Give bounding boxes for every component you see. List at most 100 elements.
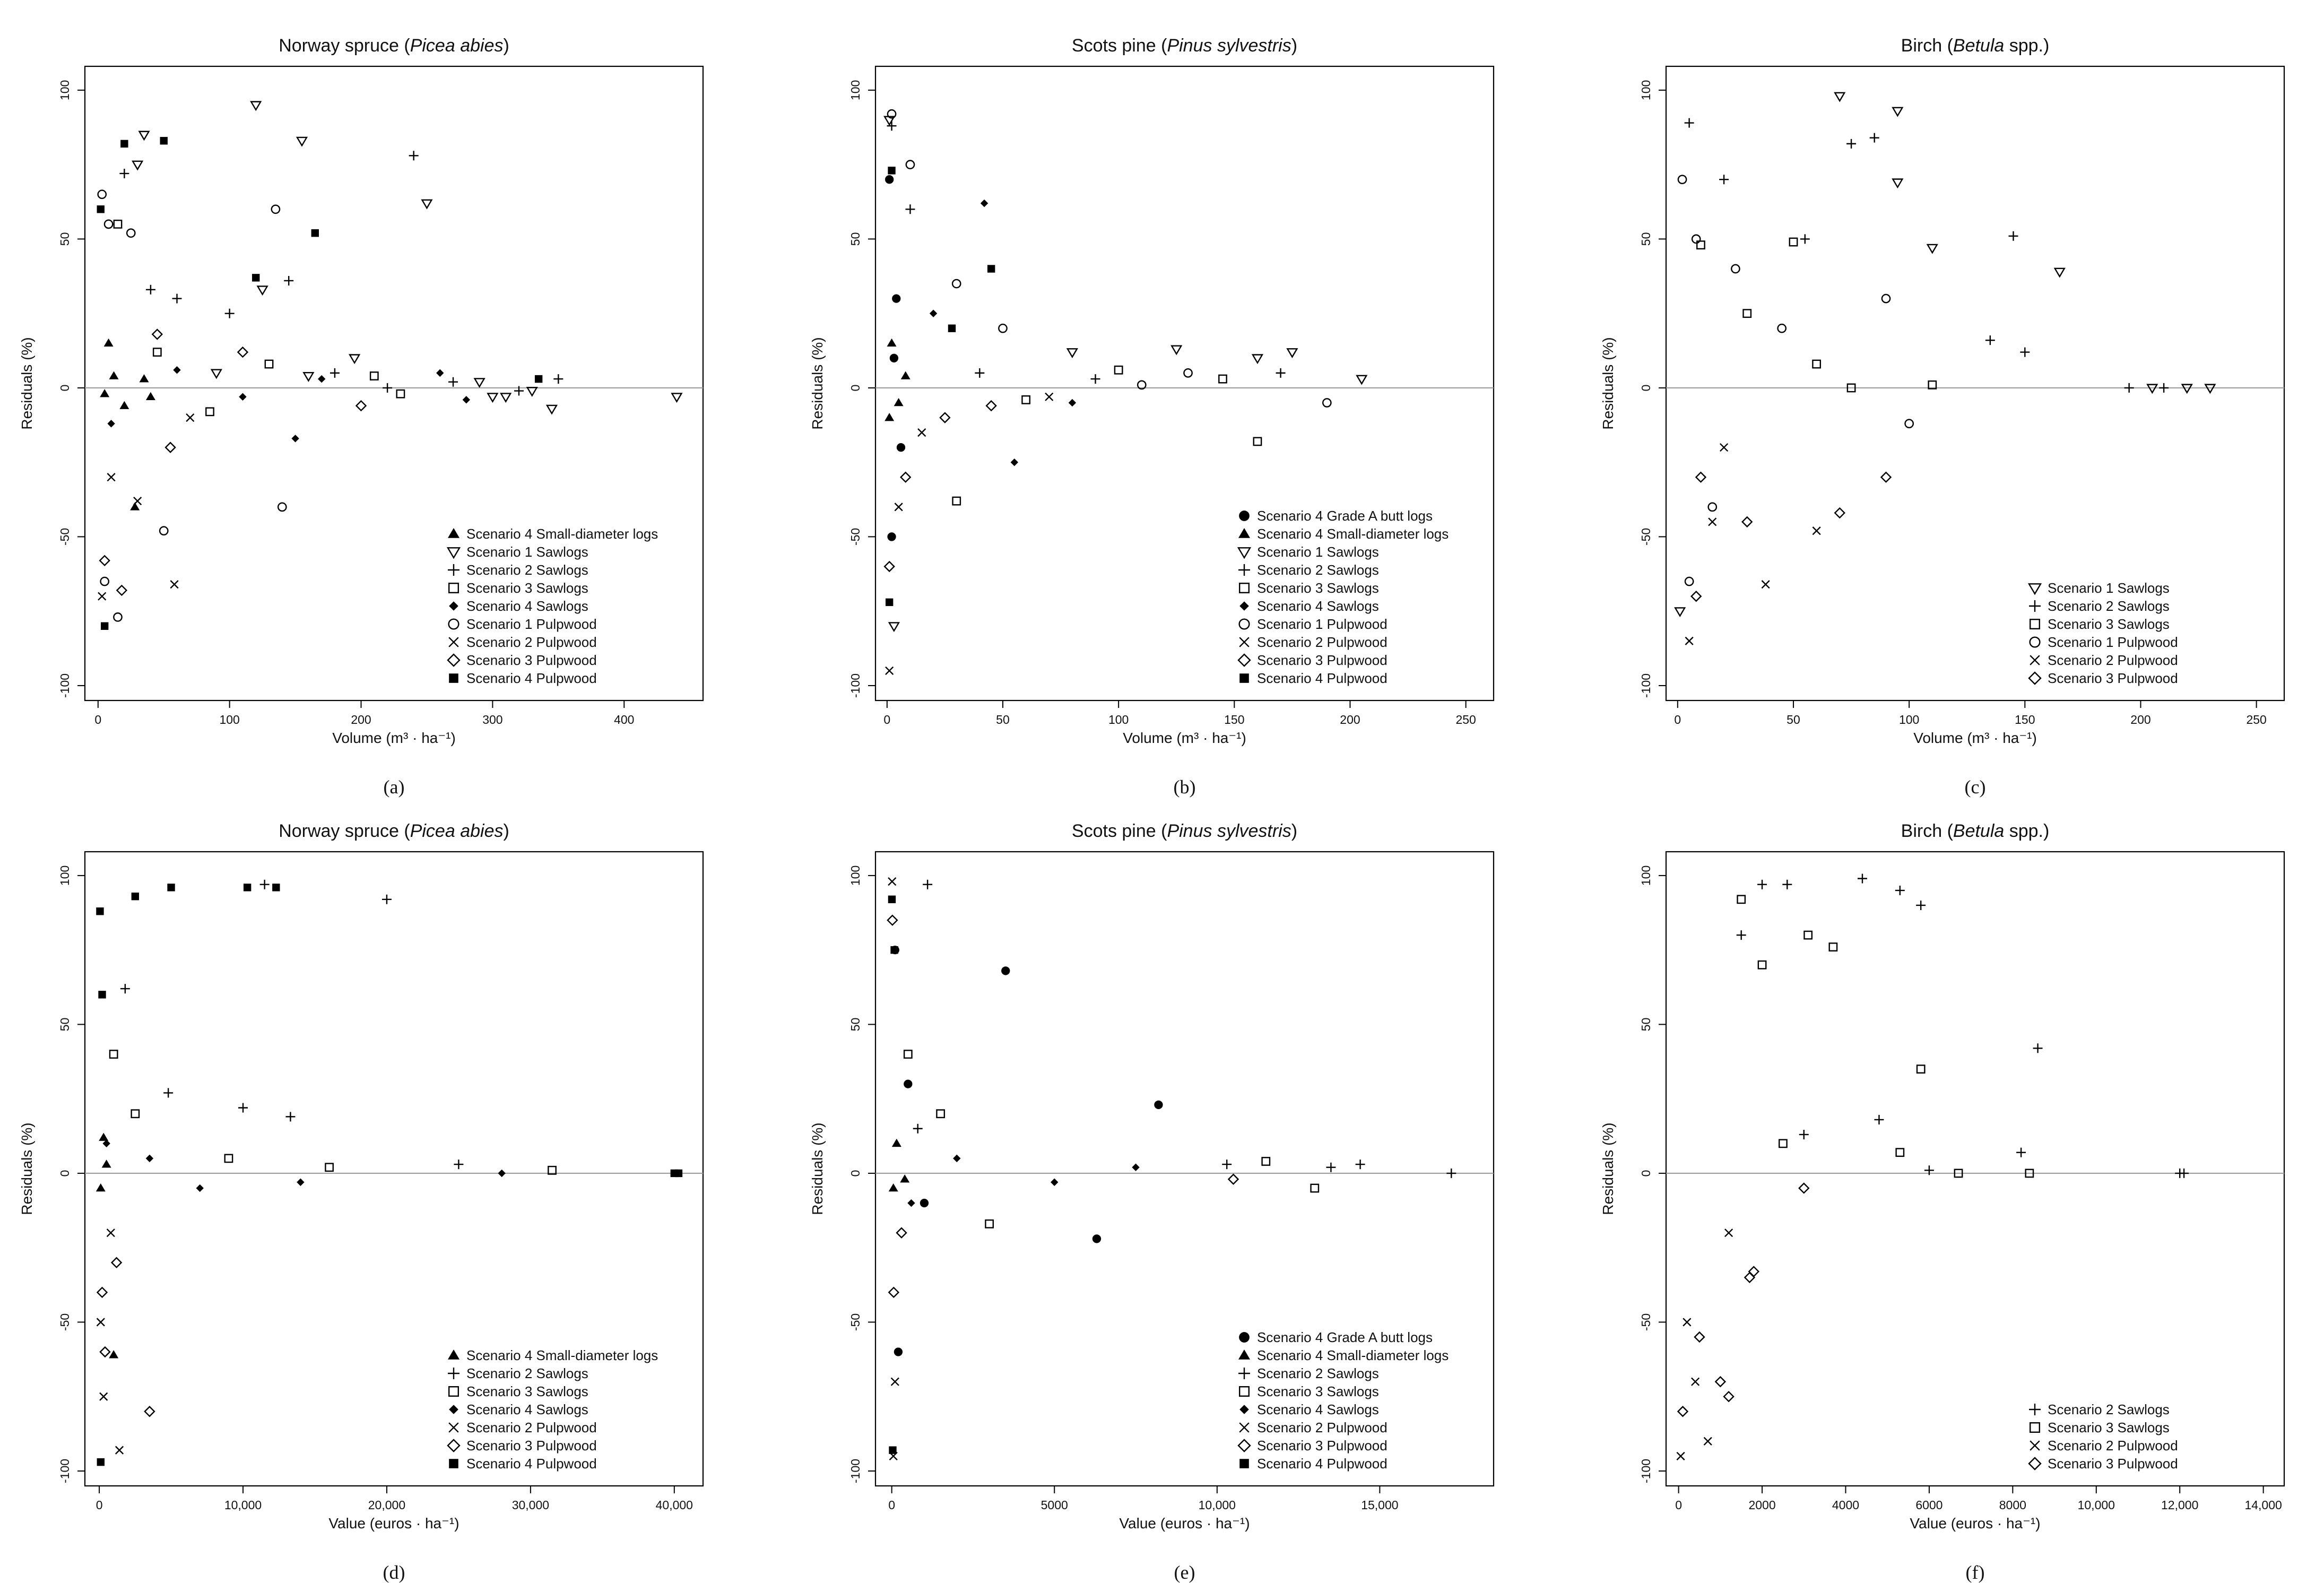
data-point	[2025, 1169, 2034, 1178]
data-point	[553, 374, 563, 384]
data-point	[243, 884, 252, 892]
legend-entry: Scenario 1 Sawlogs	[466, 544, 588, 560]
data-point	[890, 1377, 899, 1386]
data-point	[2124, 383, 2134, 393]
data-point	[1928, 380, 1937, 390]
y-tick-label: 50	[1639, 1018, 1653, 1032]
panel-letter: (c)	[1965, 776, 1986, 798]
legend-marker	[1239, 1422, 1250, 1433]
data-point	[109, 1350, 119, 1359]
data-point	[2020, 347, 2030, 357]
x-axis-label: Value (euros · ha⁻¹)	[328, 1515, 459, 1532]
x-tick-label: 20,000	[368, 1498, 405, 1512]
data-point	[1846, 139, 1857, 149]
y-tick-label: -50	[58, 1313, 72, 1331]
x-tick-label: 0	[883, 713, 890, 726]
legend-entry: Scenario 3 Pulpwood	[2048, 1456, 2178, 1472]
legend-marker	[449, 1405, 458, 1414]
series-scenario-1-sawlogs	[1674, 92, 2216, 618]
data-point	[103, 338, 114, 347]
legend-entry: Scenario 3 Sawlogs	[466, 1383, 588, 1399]
data-point	[1691, 1377, 1700, 1386]
x-tick-label: 12,000	[2161, 1498, 2198, 1512]
data-point	[1356, 375, 1368, 385]
legend-entry: Scenario 3 Sawlogs	[1257, 1383, 1379, 1399]
y-tick-label: -50	[848, 1313, 862, 1331]
data-point	[1881, 293, 1891, 304]
data-point	[2033, 1043, 2043, 1053]
series-scenario-4-sawlogs	[907, 1154, 1140, 1207]
legend-entry: Scenario 2 Pulpwood	[466, 634, 597, 650]
series-scenario-4-small-diameter-logs	[100, 338, 155, 511]
x-tick-label: 0	[888, 1498, 895, 1512]
chart-panel-a: Norway spruce (Picea abies) 0 100 200 300 400…	[19, 36, 704, 798]
data-point	[291, 435, 299, 443]
data-point	[1276, 368, 1286, 378]
y-tick-label: 50	[58, 232, 72, 246]
data-point	[674, 1169, 683, 1178]
data-point	[2008, 231, 2018, 241]
data-point	[1322, 398, 1332, 408]
data-point	[163, 1088, 174, 1098]
data-point	[951, 279, 961, 289]
y-axis-label: Residuals (%)	[19, 337, 35, 429]
data-point	[126, 228, 136, 238]
series-scenario-3-pulpwood	[96, 1257, 155, 1417]
legend-entry: Scenario 1 Sawlogs	[2048, 580, 2170, 596]
y-tick-label: -100	[1639, 1459, 1653, 1483]
data-point	[152, 348, 162, 357]
series-scenario-4-grade-a-butt-logs	[885, 175, 906, 541]
data-point	[349, 354, 361, 365]
legend-entry: Scenario 2 Pulpwood	[2048, 1438, 2178, 1454]
data-point	[252, 274, 260, 282]
data-point	[130, 502, 140, 511]
data-point	[151, 328, 163, 340]
data-point	[102, 1139, 110, 1148]
data-point	[923, 879, 933, 889]
y-tick-label: -50	[1639, 1313, 1653, 1331]
legend-entry: Scenario 3 Sawlogs	[2048, 1420, 2170, 1435]
data-point	[904, 1079, 913, 1088]
data-point	[1310, 1183, 1320, 1193]
data-point	[1737, 895, 1746, 904]
data-point	[2053, 267, 2066, 278]
y-axis-label: Residuals (%)	[809, 1122, 826, 1215]
data-point	[1708, 517, 1717, 526]
legend-entry: Scenario 4 Sawlogs	[466, 598, 588, 614]
data-point	[259, 879, 270, 889]
data-point	[894, 1347, 903, 1356]
panel-letter: (d)	[383, 1562, 405, 1583]
y-tick-label: 0	[58, 1170, 72, 1177]
data-point	[987, 265, 995, 273]
data-point	[1892, 178, 1904, 189]
data-point	[224, 1154, 233, 1163]
series-scenario-4-pulpwood	[885, 167, 995, 607]
data-point	[160, 137, 168, 145]
legend-marker	[2028, 671, 2042, 685]
data-point	[907, 1199, 915, 1207]
data-point	[473, 378, 485, 388]
data-point	[1253, 437, 1262, 446]
data-point	[100, 622, 109, 630]
y-tick-label: 50	[848, 1018, 862, 1032]
data-point	[113, 612, 123, 622]
data-point	[1170, 345, 1183, 356]
data-point	[2204, 384, 2216, 394]
chart-title: Norway spruce (Picea abies)	[279, 36, 509, 56]
legend-entry: Scenario 4 Sawlogs	[466, 1402, 588, 1417]
x-tick-label: 400	[614, 713, 634, 726]
data-point	[1286, 348, 1298, 358]
x-tick-label: 100	[219, 713, 239, 726]
data-point	[2146, 384, 2158, 394]
data-point	[888, 895, 896, 903]
x-tick-label: 10,000	[224, 1498, 262, 1512]
series-scenario-2-sawlogs	[120, 879, 464, 1170]
y-tick-label: 0	[848, 385, 862, 392]
data-point	[1222, 1160, 1232, 1170]
legend-marker	[1238, 1350, 1250, 1360]
legend-entry: Scenario 4 Pulpwood	[466, 1456, 597, 1472]
data-point	[1719, 175, 1729, 185]
legend-entry: Scenario 4 Small-diameter logs	[466, 1347, 658, 1363]
legend-marker	[448, 582, 459, 593]
x-tick-label: 150	[1224, 713, 1244, 726]
